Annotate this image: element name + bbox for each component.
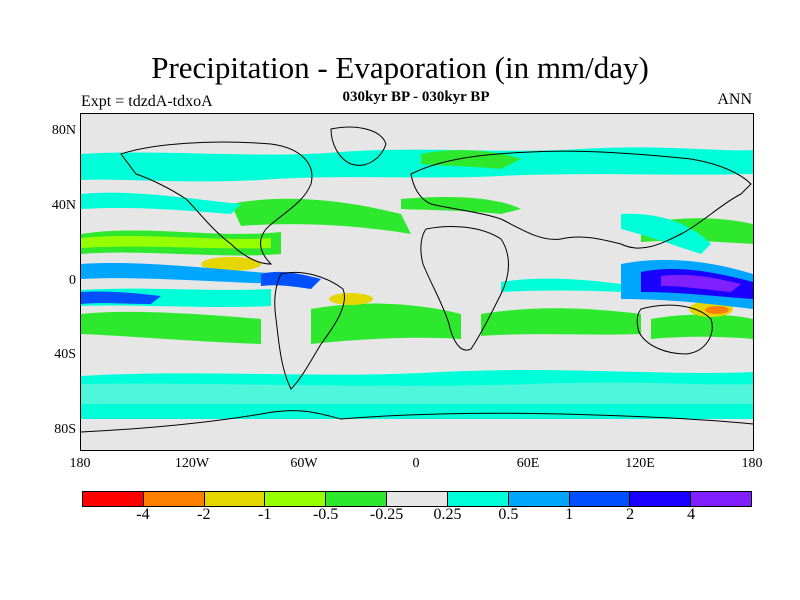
north-america-outline [120,141,313,265]
y-tick-label: 40N [51,198,76,213]
y-tick-label: 80S [54,422,76,437]
colorbar-label: -0.25 [369,506,404,523]
colorbar-swatch [691,492,751,506]
y-tick-label: 0 [69,273,76,288]
colorbar-swatch [569,492,631,506]
x-tick-label: 180 [741,456,763,471]
x-tick-label: 0 [412,456,420,471]
south-america-outline [274,271,345,390]
colorbar-swatch [83,492,144,506]
australia-outline [636,304,713,355]
x-tick-label: 120W [174,456,210,471]
antarctica-outline [81,410,753,433]
x-tick-label: 60E [516,456,540,471]
colorbar-swatch [143,492,205,506]
colorbar-swatch [265,492,327,506]
colorbar-label: 0.25 [433,506,462,523]
colorbar-swatch [387,492,448,506]
plot-title: Precipitation - Evaporation (in mm/day) [151,50,649,85]
colorbar-swatch [508,492,570,506]
y-tick-label: 80N [51,123,76,138]
africa-outline [420,225,509,351]
colorbar-label: -2 [197,506,211,523]
season-label: ANN [717,91,752,108]
colorbar-swatch [447,492,509,506]
x-tick-label: 180 [69,456,91,471]
colorbar-swatch [326,492,388,506]
colorbar-swatch [204,492,266,506]
colorbar-label: -1 [258,506,272,523]
continent-outlines [81,126,753,433]
colorbar [82,491,752,507]
map-panel [80,113,754,451]
plot-subtitle: 030kyr BP - 030kyr BP [342,89,490,105]
experiment-label: Expt = tdzdA-tdxoA [81,93,213,110]
colorbar-label: 1 [565,506,574,523]
greenland-outline [330,126,387,166]
x-tick-label: 120E [625,456,655,471]
colorbar-swatch [630,492,692,506]
colorbar-label: 2 [626,506,635,523]
field-shading [81,147,753,419]
eurasia-outline [410,150,752,249]
colorbar-label: 4 [687,506,696,523]
colorbar-label: -4 [136,506,150,523]
x-tick-label: 60W [290,456,318,471]
colorbar-label: 0.5 [498,506,519,523]
map-svg [81,126,753,433]
y-tick-label: 40S [54,347,76,362]
colorbar-label: -0.5 [312,506,339,523]
